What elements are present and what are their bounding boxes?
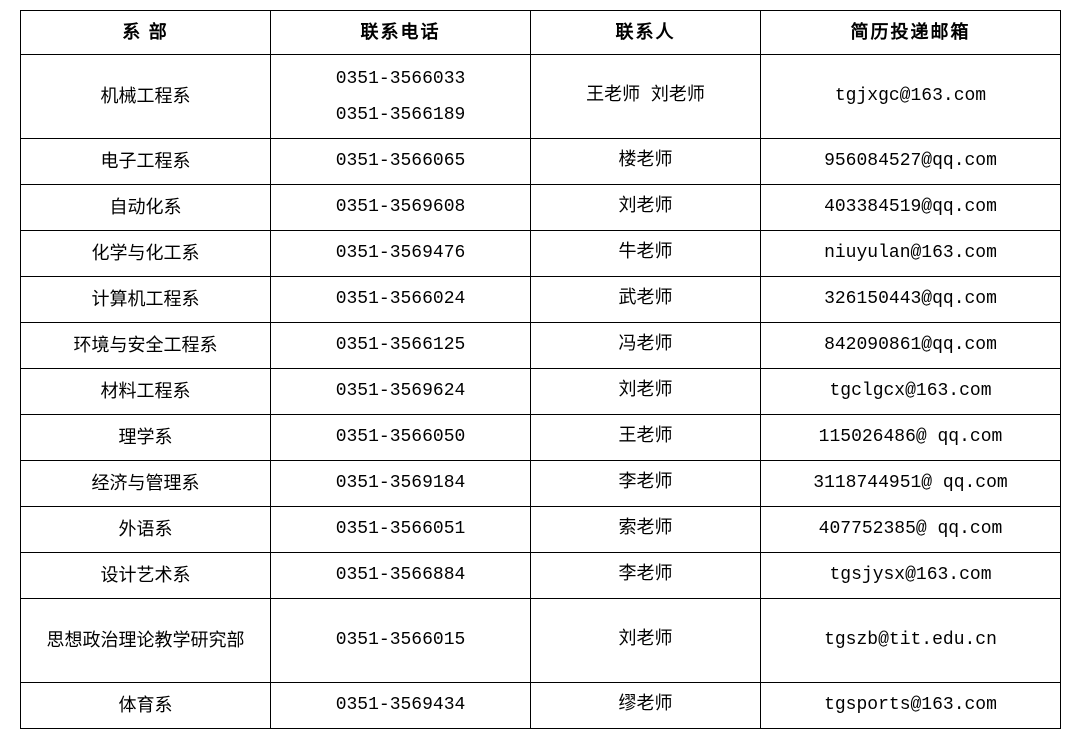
cell-dept: 外语系 (21, 507, 271, 553)
col-header-dept: 系 部 (21, 11, 271, 55)
cell-dept: 经济与管理系 (21, 461, 271, 507)
table-row: 材料工程系0351-3569624刘老师tgclgcx@163.com (21, 369, 1061, 415)
table-row: 电子工程系0351-3566065楼老师956084527@qq.com (21, 139, 1061, 185)
cell-phone: 0351-3569608 (271, 185, 531, 231)
cell-person: 冯老师 (531, 323, 761, 369)
table-row: 机械工程系0351-35660330351-3566189王老师 刘老师tgjx… (21, 55, 1061, 139)
cell-person: 武老师 (531, 277, 761, 323)
table-header-row: 系 部 联系电话 联系人 简历投递邮箱 (21, 11, 1061, 55)
cell-email: 407752385@ qq.com (761, 507, 1061, 553)
cell-phone: 0351-3569476 (271, 231, 531, 277)
table-row: 经济与管理系0351-3569184李老师3118744951@ qq.com (21, 461, 1061, 507)
cell-person: 刘老师 (531, 369, 761, 415)
table-row: 设计艺术系0351-3566884李老师tgsjysx@163.com (21, 553, 1061, 599)
cell-person: 缪老师 (531, 683, 761, 729)
cell-email: 842090861@qq.com (761, 323, 1061, 369)
cell-person: 刘老师 (531, 599, 761, 683)
cell-person: 楼老师 (531, 139, 761, 185)
table-row: 化学与化工系0351-3569476牛老师niuyulan@163.com (21, 231, 1061, 277)
cell-email: tgsports@163.com (761, 683, 1061, 729)
cell-phone: 0351-3566024 (271, 277, 531, 323)
cell-dept: 机械工程系 (21, 55, 271, 139)
cell-phone: 0351-3566051 (271, 507, 531, 553)
cell-email: niuyulan@163.com (761, 231, 1061, 277)
cell-phone: 0351-3569184 (271, 461, 531, 507)
cell-phone: 0351-3566015 (271, 599, 531, 683)
col-header-phone: 联系电话 (271, 11, 531, 55)
cell-email: tgjxgc@163.com (761, 55, 1061, 139)
cell-person: 李老师 (531, 461, 761, 507)
table-row: 计算机工程系0351-3566024武老师326150443@qq.com (21, 277, 1061, 323)
cell-person: 王老师 (531, 415, 761, 461)
cell-email: tgsjysx@163.com (761, 553, 1061, 599)
cell-dept: 电子工程系 (21, 139, 271, 185)
table-row: 环境与安全工程系0351-3566125冯老师842090861@qq.com (21, 323, 1061, 369)
cell-email: 3118744951@ qq.com (761, 461, 1061, 507)
cell-dept: 环境与安全工程系 (21, 323, 271, 369)
cell-dept: 化学与化工系 (21, 231, 271, 277)
cell-dept: 材料工程系 (21, 369, 271, 415)
cell-person: 王老师 刘老师 (531, 55, 761, 139)
cell-person: 刘老师 (531, 185, 761, 231)
cell-dept: 体育系 (21, 683, 271, 729)
cell-email: 956084527@qq.com (761, 139, 1061, 185)
cell-email: 403384519@qq.com (761, 185, 1061, 231)
cell-dept: 自动化系 (21, 185, 271, 231)
cell-phone: 0351-3566884 (271, 553, 531, 599)
cell-phone: 0351-3566065 (271, 139, 531, 185)
cell-email: 326150443@qq.com (761, 277, 1061, 323)
cell-email: 115026486@ qq.com (761, 415, 1061, 461)
cell-person: 索老师 (531, 507, 761, 553)
table-row: 自动化系0351-3569608刘老师403384519@qq.com (21, 185, 1061, 231)
cell-dept: 思想政治理论教学研究部 (21, 599, 271, 683)
col-header-email: 简历投递邮箱 (761, 11, 1061, 55)
cell-phone: 0351-3569624 (271, 369, 531, 415)
cell-dept: 计算机工程系 (21, 277, 271, 323)
col-header-person: 联系人 (531, 11, 761, 55)
cell-email: tgszb@tit.edu.cn (761, 599, 1061, 683)
table-row: 体育系0351-3569434缪老师tgsports@163.com (21, 683, 1061, 729)
cell-phone: 0351-3566050 (271, 415, 531, 461)
cell-email: tgclgcx@163.com (761, 369, 1061, 415)
table-row: 理学系0351-3566050王老师115026486@ qq.com (21, 415, 1061, 461)
cell-person: 李老师 (531, 553, 761, 599)
table-row: 外语系0351-3566051索老师407752385@ qq.com (21, 507, 1061, 553)
cell-phone: 0351-35660330351-3566189 (271, 55, 531, 139)
cell-phone: 0351-3569434 (271, 683, 531, 729)
contact-table: 系 部 联系电话 联系人 简历投递邮箱 机械工程系0351-3566033035… (20, 10, 1061, 729)
table-row: 思想政治理论教学研究部0351-3566015刘老师tgszb@tit.edu.… (21, 599, 1061, 683)
cell-person: 牛老师 (531, 231, 761, 277)
cell-dept: 设计艺术系 (21, 553, 271, 599)
cell-phone: 0351-3566125 (271, 323, 531, 369)
cell-dept: 理学系 (21, 415, 271, 461)
